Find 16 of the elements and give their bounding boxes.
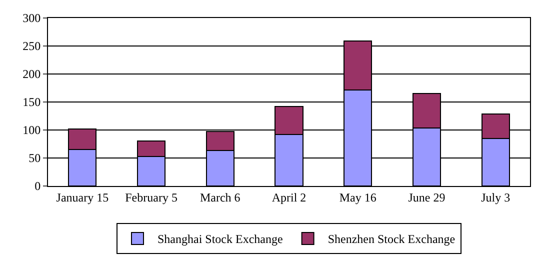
legend-label: Shanghai Stock Exchange [158,232,283,246]
y-tick-label: 300 [22,11,41,26]
x-tick-label: June 29 [408,190,446,204]
x-tick-label: February 5 [125,190,178,204]
y-tick-label: 250 [22,39,41,54]
x-tick-label: April 2 [272,190,306,204]
y-tick-label: 0 [34,179,41,194]
y-tick-label: 100 [22,123,41,138]
y-tick-label: 150 [22,95,41,110]
legend-label: Shenzhen Stock Exchange [328,232,456,246]
y-tick-label: 50 [28,151,41,166]
x-tick-label: January 15 [56,190,109,204]
x-tick-label: May 16 [339,190,376,204]
x-tick-label: July 3 [481,190,510,204]
x-tick-label: March 6 [200,190,240,204]
y-tick-label: 200 [22,67,41,82]
